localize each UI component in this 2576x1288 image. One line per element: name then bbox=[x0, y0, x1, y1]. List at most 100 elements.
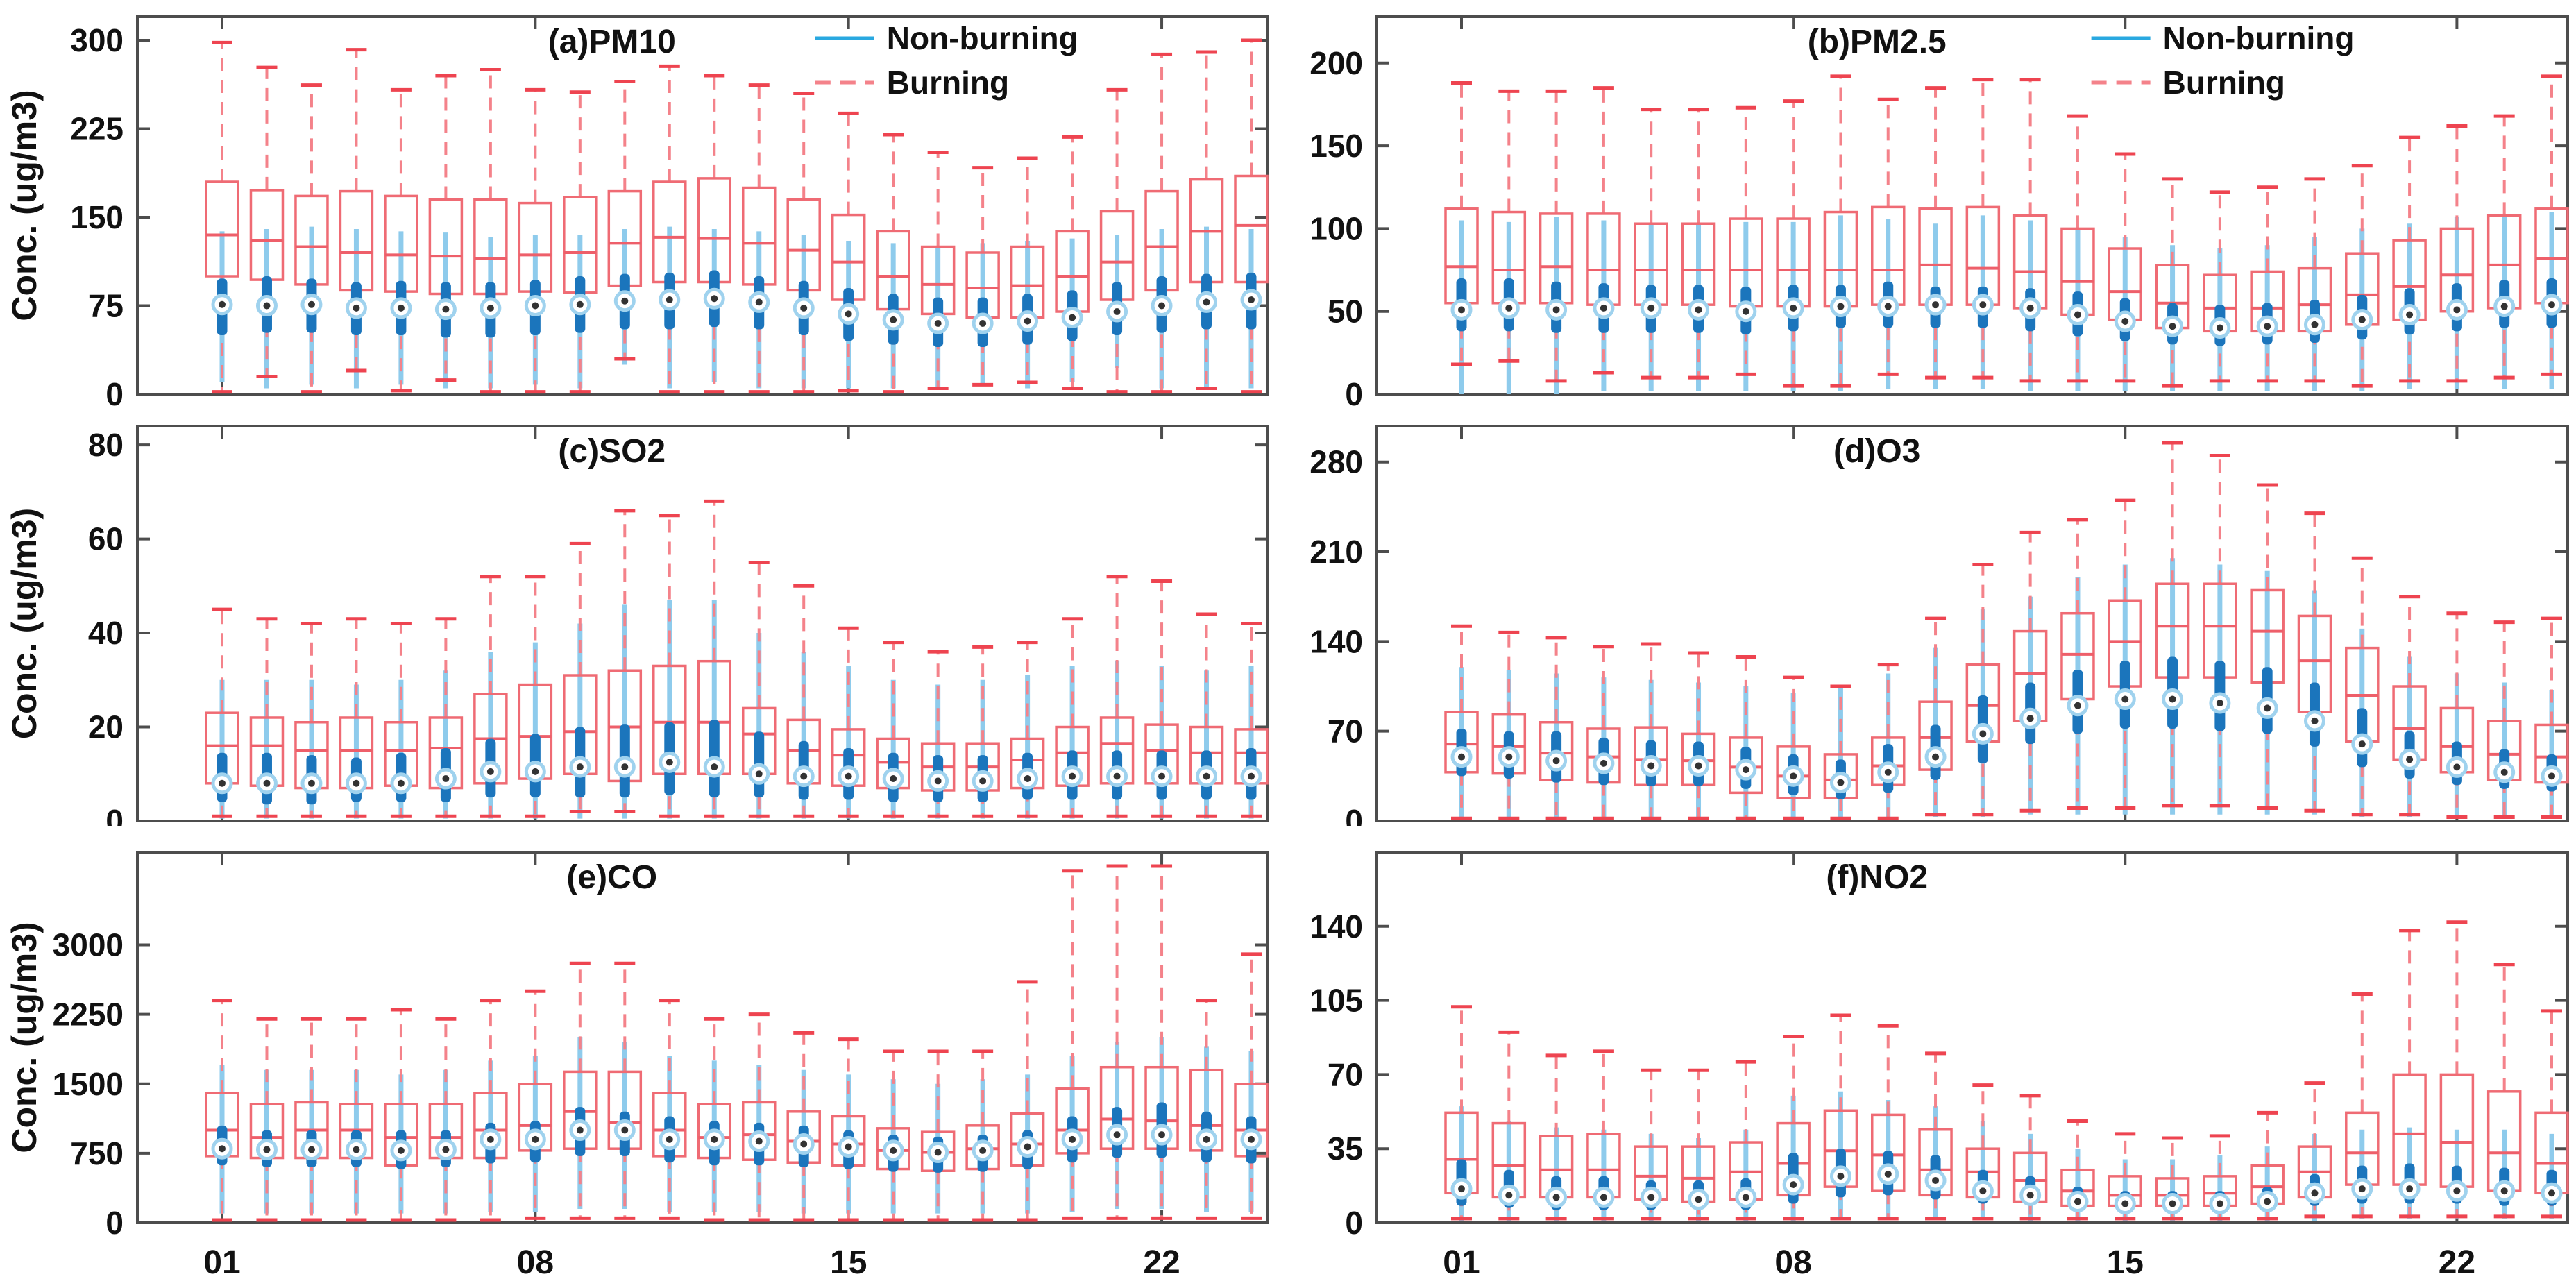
nonburning-median-dot bbox=[2548, 1189, 2555, 1197]
nonburning-median-dot bbox=[2311, 717, 2319, 724]
y-tick-label: 150 bbox=[70, 199, 124, 235]
nonburning-median-dot bbox=[1158, 772, 1166, 780]
nonburning-median-dot bbox=[2453, 306, 2461, 314]
nonburning-median-dot bbox=[1458, 1185, 1465, 1193]
nonburning-median-dot bbox=[621, 1126, 629, 1134]
nonburning-median-dot bbox=[890, 316, 897, 323]
y-tick-label: 750 bbox=[70, 1135, 124, 1171]
nonburning-median-dot bbox=[1113, 308, 1121, 315]
nonburning-median-dot bbox=[2121, 1200, 2129, 1208]
nonburning-median-dot bbox=[711, 1135, 718, 1143]
nonburning-median-dot bbox=[845, 310, 852, 318]
nonburning-median-dot bbox=[2311, 321, 2319, 328]
panel-b-svg: 0 50 100 150 200 (b)PM2.5 Non-burning Burning bbox=[1310, 15, 2569, 409]
nonburning-median-dot bbox=[219, 1145, 226, 1153]
panel-e-co: 0 750 1500 2250 3000 01 08 15 22 (e)CO Conc. (ug/m… bbox=[0, 826, 1288, 1288]
y-tick-label: 50 bbox=[1328, 294, 1363, 330]
nonburning-median-dot bbox=[1884, 768, 1892, 776]
nonburning-median-dot bbox=[979, 1146, 987, 1154]
nonburning-median-dot bbox=[1884, 303, 1892, 310]
nonburning-median-dot bbox=[934, 1149, 942, 1156]
x-tick-label: 01 bbox=[1443, 1244, 1480, 1281]
y-tick-label: 300 bbox=[70, 22, 124, 58]
nonburning-median-dot bbox=[1552, 1194, 1560, 1201]
panel-a-svg: 0 75 150 225 300 (a)PM10 Conc. (ug/m3) Non-burn… bbox=[5, 15, 1269, 409]
y-tick-label: 75 bbox=[88, 288, 124, 324]
panel-f-no2: 0 35 70 105 140 01 08 15 22 (f)NO2 bbox=[1288, 826, 2576, 1288]
nonburning-median-dot bbox=[2406, 756, 2414, 763]
x-tick-label: 15 bbox=[2107, 1244, 2144, 1281]
y-tick-label: 0 bbox=[1345, 803, 1363, 826]
nonburning-median-dot bbox=[1837, 779, 1845, 786]
plot-border bbox=[1375, 851, 2569, 1224]
nonburning-median-dot bbox=[755, 298, 763, 306]
nonburning-median-dot bbox=[1203, 298, 1210, 306]
y-tick-label: 100 bbox=[1310, 210, 1363, 246]
nonburning-median-dot bbox=[1069, 1135, 1076, 1143]
nonburning-median-dot bbox=[2406, 1185, 2414, 1193]
nonburning-median-dot bbox=[263, 302, 271, 310]
nonburning-median-dot bbox=[1458, 753, 1465, 761]
x-tick-label: 01 bbox=[203, 1244, 240, 1281]
nonburning-median-dot bbox=[1742, 766, 1749, 774]
legend-burning-label: Burning bbox=[887, 65, 1009, 101]
nonburning-median-dot bbox=[2216, 1200, 2223, 1208]
nonburning-median-dot bbox=[1158, 302, 1166, 310]
plot-border bbox=[136, 425, 1269, 822]
nonburning-median-dot bbox=[845, 772, 852, 780]
nonburning-median-dot bbox=[2074, 1198, 2081, 1205]
nonburning-median-dot bbox=[2074, 311, 2081, 319]
nonburning-median-dot bbox=[1505, 1192, 1513, 1199]
y-tick-label: 210 bbox=[1310, 534, 1363, 570]
nonburning-median-dot bbox=[1552, 757, 1560, 765]
panel-title-e: (e)CO bbox=[566, 859, 657, 896]
legend-nonburning-label: Non-burning bbox=[2163, 20, 2355, 56]
x-tick-label: 22 bbox=[1143, 1244, 1180, 1281]
nonburning-median-dot bbox=[2074, 702, 2081, 709]
nonburning-median-dot bbox=[2358, 740, 2366, 748]
panel-title-d: (d)O3 bbox=[1833, 433, 1920, 470]
nonburning-median-dot bbox=[1932, 1176, 1940, 1184]
nonburning-median-dot bbox=[1203, 1135, 1210, 1143]
y-tick-label: 60 bbox=[88, 521, 124, 557]
nonburning-median-dot bbox=[1742, 1194, 1749, 1201]
nonburning-median-dot bbox=[2264, 1198, 2271, 1205]
burning-box bbox=[205, 180, 239, 278]
y-tick-label: 20 bbox=[88, 709, 124, 745]
nonburning-median-dot bbox=[2500, 768, 2508, 776]
nonburning-median-dot bbox=[576, 300, 584, 308]
nonburning-median-dot bbox=[307, 300, 315, 308]
nonburning-median-dot bbox=[2121, 695, 2129, 703]
nonburning-median-dot bbox=[1600, 1194, 1607, 1201]
panel-c-svg: 0 20 40 60 80 (c)SO2 Conc. (ug/m3) bbox=[5, 425, 1269, 826]
nonburning-median-dot bbox=[2169, 1200, 2176, 1208]
nonburning-median-dot bbox=[1505, 304, 1513, 312]
panel-title-c: (c)SO2 bbox=[558, 433, 666, 470]
panel-b-pm25: 0 50 100 150 200 (b)PM2.5 Non-burning Burning bbox=[1288, 0, 2576, 409]
nonburning-median-dot bbox=[2358, 316, 2366, 323]
nonburning-median-dot bbox=[1600, 759, 1607, 767]
y-axis-label: Conc. (ug/m3) bbox=[5, 90, 44, 321]
nonburning-median-dot bbox=[621, 297, 629, 305]
nonburning-median-dot bbox=[486, 768, 494, 775]
nonburning-median-dot bbox=[1024, 317, 1031, 325]
nonburning-median-dot bbox=[307, 1146, 315, 1153]
panel-title-a: (a)PM10 bbox=[548, 24, 676, 60]
nonburning-median-dot bbox=[934, 320, 942, 327]
y-tick-label: 0 bbox=[1345, 376, 1363, 409]
y-tick-label: 225 bbox=[70, 111, 124, 147]
nonburning-median-dot bbox=[2169, 323, 2176, 330]
legend-nonburning-label: Non-burning bbox=[887, 20, 1078, 56]
y-tick-label: 280 bbox=[1310, 444, 1363, 480]
nonburning-median-dot bbox=[2453, 1187, 2461, 1195]
nonburning-median-dot bbox=[2264, 323, 2271, 330]
nonburning-median-dot bbox=[666, 296, 673, 303]
nonburning-median-dot bbox=[890, 1146, 897, 1154]
nonburning-median-dot bbox=[2500, 1187, 2508, 1195]
burning-box bbox=[1776, 745, 1811, 799]
nonburning-median-dot bbox=[1695, 306, 1702, 314]
plot-border bbox=[136, 851, 1269, 1224]
nonburning-median-dot bbox=[1647, 762, 1655, 770]
x-tick-label: 22 bbox=[2439, 1244, 2475, 1281]
nonburning-median-dot bbox=[532, 1135, 539, 1143]
